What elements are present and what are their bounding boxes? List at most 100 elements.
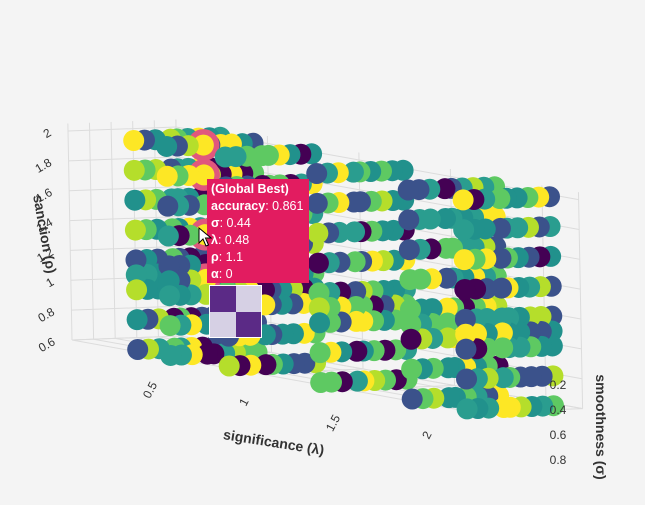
data-point xyxy=(492,337,514,359)
x-tick-label: 0.5 xyxy=(140,379,160,401)
data-point xyxy=(452,189,474,211)
data-point xyxy=(491,307,513,329)
data-point xyxy=(438,387,460,409)
data-points xyxy=(123,126,564,420)
tooltip-row-lambda: λ: 0.48 xyxy=(211,233,250,247)
z-tick-label: 1.8 xyxy=(33,155,55,176)
data-point xyxy=(398,209,420,231)
thumbnail-cell xyxy=(210,286,236,312)
data-point xyxy=(251,145,273,167)
y-tick-label: 0.2 xyxy=(550,378,567,392)
tooltip-thumbnail xyxy=(209,285,262,338)
data-point xyxy=(493,397,515,419)
data-point xyxy=(196,343,218,365)
data-point xyxy=(158,255,180,277)
thumbnail-cell xyxy=(235,286,261,312)
data-point xyxy=(401,358,423,380)
data-point xyxy=(307,222,329,244)
tooltip-title: (Global Best) xyxy=(211,182,289,196)
z-tick-label: 0.8 xyxy=(35,304,57,325)
data-point xyxy=(436,312,458,334)
tooltip-row-accuracy: accuracy: 0.861 xyxy=(211,199,304,213)
data-point xyxy=(125,264,147,286)
z-tick-label: 2 xyxy=(41,125,54,141)
data-point xyxy=(158,285,180,307)
data-point xyxy=(436,267,458,289)
z-tick-label: 0.6 xyxy=(36,334,58,355)
x-axis-title: significance (λ) xyxy=(222,426,325,458)
data-point xyxy=(401,388,423,410)
data-point xyxy=(398,239,420,261)
data-point xyxy=(489,217,511,239)
data-point xyxy=(491,277,513,299)
data-point xyxy=(345,281,367,303)
x-tick-label: 1 xyxy=(236,396,252,409)
data-point xyxy=(156,135,178,157)
data-point xyxy=(491,322,513,344)
hover-tooltip: (Global Best) accuracy: 0.861 σ: 0.44 λ:… xyxy=(207,179,309,283)
data-point xyxy=(437,327,459,349)
data-point xyxy=(218,355,240,377)
data-point xyxy=(309,342,331,364)
data-point xyxy=(453,249,475,271)
data-point xyxy=(192,134,214,156)
data-point xyxy=(344,221,366,243)
data-point xyxy=(434,207,456,229)
grid-line xyxy=(67,123,73,341)
data-point xyxy=(344,251,366,273)
tooltip-row-sigma: σ: 0.44 xyxy=(211,216,251,230)
thumbnail-cell xyxy=(235,311,261,337)
data-point xyxy=(435,237,457,259)
thumbnail-cell xyxy=(210,311,236,337)
data-point xyxy=(454,308,476,330)
data-point xyxy=(123,130,145,151)
data-point xyxy=(124,219,146,241)
grid-line xyxy=(67,126,177,132)
data-point xyxy=(309,312,331,334)
data-point xyxy=(306,192,328,214)
data-point xyxy=(434,178,456,200)
data-point xyxy=(456,398,478,420)
tooltip-row-alpha: α: 0 xyxy=(211,267,233,281)
data-point xyxy=(399,298,421,320)
y-axis-title: smoothness (σ) xyxy=(593,374,609,479)
y-tick-label: 0.4 xyxy=(550,403,567,417)
data-point xyxy=(400,313,422,335)
data-point xyxy=(455,338,477,360)
data-point xyxy=(306,163,328,184)
data-point xyxy=(346,340,368,362)
data-point xyxy=(456,368,478,390)
data-point xyxy=(308,297,330,319)
data-point xyxy=(158,270,180,292)
data-point xyxy=(400,328,422,350)
grid-line xyxy=(88,122,95,340)
grid-line xyxy=(70,245,179,251)
data-point xyxy=(346,370,368,392)
grid-line xyxy=(69,216,178,222)
tooltip-row-rho: ρ: 1.1 xyxy=(211,250,244,264)
x-tick-label: 1.5 xyxy=(323,412,343,434)
grid-line xyxy=(69,186,178,192)
data-point xyxy=(126,309,148,331)
data-point xyxy=(454,278,476,300)
data-point xyxy=(492,367,514,389)
data-point xyxy=(343,191,365,213)
data-point xyxy=(490,247,512,269)
data-point xyxy=(127,339,149,360)
data-point xyxy=(307,252,329,274)
y-tick-label: 0.8 xyxy=(550,453,567,467)
data-point xyxy=(345,295,367,317)
data-point xyxy=(453,219,475,241)
data-point xyxy=(397,179,419,201)
y-tick-label: 0.6 xyxy=(550,428,567,442)
grid-line xyxy=(68,156,177,162)
data-point xyxy=(123,159,145,181)
grid-line xyxy=(110,121,116,339)
data-point xyxy=(157,225,179,247)
data-point xyxy=(455,323,477,345)
grid-line xyxy=(71,335,181,341)
data-point xyxy=(157,195,179,217)
data-point xyxy=(308,282,330,304)
grid-line xyxy=(577,192,584,409)
